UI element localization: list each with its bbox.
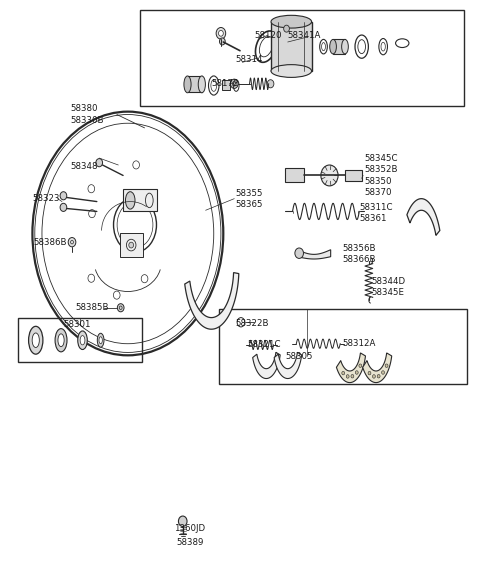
Text: 58314: 58314 xyxy=(235,55,263,64)
Ellipse shape xyxy=(99,337,102,344)
Ellipse shape xyxy=(32,333,39,347)
Text: 58172: 58172 xyxy=(211,79,239,88)
Text: 58301: 58301 xyxy=(63,320,91,329)
Circle shape xyxy=(321,165,338,186)
Circle shape xyxy=(117,304,124,312)
Text: 58312A: 58312A xyxy=(343,339,376,348)
Circle shape xyxy=(295,248,303,258)
Text: 1360JD: 1360JD xyxy=(174,524,205,533)
Ellipse shape xyxy=(198,76,205,93)
Bar xyxy=(345,170,362,181)
Polygon shape xyxy=(297,250,331,259)
Text: 58385B: 58385B xyxy=(75,303,109,312)
Ellipse shape xyxy=(271,65,312,78)
Ellipse shape xyxy=(271,15,312,28)
Polygon shape xyxy=(336,353,365,382)
Ellipse shape xyxy=(80,336,85,345)
Circle shape xyxy=(230,79,238,89)
Text: 58321C: 58321C xyxy=(247,340,281,349)
Text: 58380
58330B: 58380 58330B xyxy=(71,104,104,125)
Circle shape xyxy=(359,364,362,367)
Text: 58355
58365: 58355 58365 xyxy=(235,189,263,209)
Polygon shape xyxy=(333,39,345,54)
Text: 58120: 58120 xyxy=(254,30,282,40)
Circle shape xyxy=(60,192,67,200)
Bar xyxy=(285,168,304,182)
Polygon shape xyxy=(407,199,440,236)
Circle shape xyxy=(385,364,388,367)
Ellipse shape xyxy=(97,333,104,347)
Text: 58356B
58366B: 58356B 58366B xyxy=(343,244,376,264)
Ellipse shape xyxy=(330,40,336,54)
Bar xyxy=(120,233,143,257)
Circle shape xyxy=(382,371,384,374)
Circle shape xyxy=(60,203,67,212)
Bar xyxy=(140,10,464,106)
Text: 58341A: 58341A xyxy=(288,30,321,40)
Ellipse shape xyxy=(78,331,87,350)
Ellipse shape xyxy=(58,334,64,347)
Circle shape xyxy=(372,375,375,378)
Ellipse shape xyxy=(125,192,135,209)
Circle shape xyxy=(368,371,371,375)
Circle shape xyxy=(179,516,187,526)
Text: 58322B: 58322B xyxy=(235,319,269,328)
Text: 58311C
58361: 58311C 58361 xyxy=(360,203,393,223)
Circle shape xyxy=(377,374,380,378)
Circle shape xyxy=(267,80,274,88)
Ellipse shape xyxy=(29,326,43,354)
Bar xyxy=(18,318,142,362)
Bar xyxy=(218,309,467,384)
Circle shape xyxy=(346,375,349,378)
Text: 58344D
58345E: 58344D 58345E xyxy=(371,277,406,297)
Circle shape xyxy=(216,27,226,39)
Circle shape xyxy=(232,82,236,86)
Circle shape xyxy=(218,30,223,36)
Polygon shape xyxy=(185,273,239,329)
Polygon shape xyxy=(363,353,392,382)
Polygon shape xyxy=(222,80,229,90)
Circle shape xyxy=(342,371,345,375)
Polygon shape xyxy=(188,76,202,93)
Circle shape xyxy=(219,38,225,45)
Ellipse shape xyxy=(55,329,67,352)
Circle shape xyxy=(284,25,289,32)
Text: 58348: 58348 xyxy=(71,162,98,171)
Circle shape xyxy=(351,374,354,378)
Ellipse shape xyxy=(255,31,277,62)
Circle shape xyxy=(355,371,358,374)
Text: 58345C
58352B
58350
58370: 58345C 58352B 58350 58370 xyxy=(364,154,397,196)
Ellipse shape xyxy=(259,36,273,57)
Circle shape xyxy=(129,242,133,248)
Polygon shape xyxy=(274,352,301,378)
Ellipse shape xyxy=(184,76,191,93)
Polygon shape xyxy=(271,22,312,71)
Ellipse shape xyxy=(342,40,348,54)
Text: 58389: 58389 xyxy=(177,538,204,547)
Text: 58323: 58323 xyxy=(33,194,60,203)
Text: 58305: 58305 xyxy=(285,352,313,361)
Circle shape xyxy=(68,237,76,247)
Text: 58386B: 58386B xyxy=(34,238,67,247)
Polygon shape xyxy=(252,352,280,378)
Bar xyxy=(123,189,157,212)
Circle shape xyxy=(96,159,103,167)
